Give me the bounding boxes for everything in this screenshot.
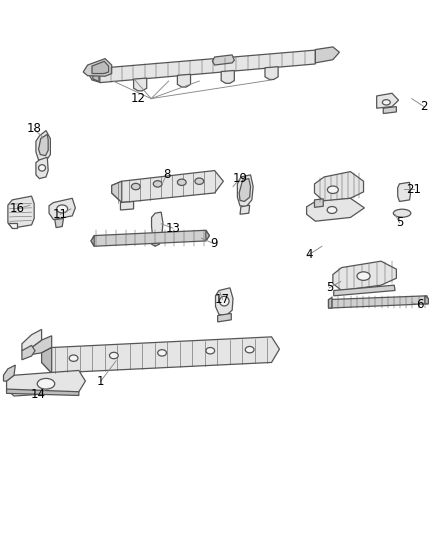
Polygon shape [8, 223, 17, 228]
Polygon shape [7, 389, 79, 395]
Polygon shape [91, 236, 94, 246]
Polygon shape [215, 288, 233, 316]
Polygon shape [83, 59, 112, 76]
Ellipse shape [158, 350, 166, 356]
Polygon shape [22, 329, 42, 351]
Polygon shape [333, 261, 396, 290]
Ellipse shape [357, 272, 370, 280]
Polygon shape [39, 134, 48, 156]
Ellipse shape [219, 296, 229, 306]
Ellipse shape [39, 165, 46, 171]
Ellipse shape [206, 348, 215, 354]
Polygon shape [7, 370, 85, 396]
Ellipse shape [57, 205, 67, 213]
Polygon shape [134, 78, 147, 91]
Polygon shape [383, 107, 396, 114]
Ellipse shape [110, 352, 118, 359]
Polygon shape [32, 336, 52, 354]
Polygon shape [88, 67, 101, 83]
Polygon shape [55, 219, 64, 228]
Ellipse shape [153, 181, 162, 187]
Text: 9: 9 [210, 237, 218, 250]
Polygon shape [93, 69, 99, 82]
Polygon shape [239, 179, 251, 201]
Text: 19: 19 [233, 172, 247, 185]
Text: 21: 21 [406, 183, 421, 196]
Text: 1: 1 [97, 375, 105, 387]
Text: 2: 2 [420, 100, 428, 113]
Text: 13: 13 [166, 222, 180, 235]
Polygon shape [237, 175, 253, 207]
Polygon shape [240, 205, 250, 214]
Polygon shape [100, 50, 315, 83]
Polygon shape [206, 230, 209, 241]
Ellipse shape [393, 209, 411, 217]
Polygon shape [328, 296, 428, 308]
Polygon shape [314, 172, 364, 201]
Polygon shape [36, 131, 50, 161]
Text: 11: 11 [53, 208, 68, 221]
Polygon shape [221, 70, 234, 83]
Polygon shape [398, 182, 410, 201]
Polygon shape [49, 198, 75, 220]
Polygon shape [42, 348, 52, 373]
Ellipse shape [382, 100, 390, 105]
Polygon shape [42, 337, 279, 373]
Polygon shape [307, 198, 364, 221]
Polygon shape [91, 230, 209, 246]
Ellipse shape [327, 207, 337, 213]
Polygon shape [92, 61, 109, 74]
Polygon shape [377, 93, 399, 108]
Text: 17: 17 [215, 293, 230, 306]
Polygon shape [218, 313, 231, 322]
Ellipse shape [37, 378, 55, 389]
Ellipse shape [131, 183, 140, 190]
Text: 12: 12 [131, 92, 146, 105]
Polygon shape [8, 196, 34, 228]
Polygon shape [152, 212, 163, 237]
Polygon shape [177, 74, 191, 87]
Polygon shape [334, 285, 395, 296]
Polygon shape [314, 199, 323, 207]
Ellipse shape [69, 355, 78, 361]
Ellipse shape [195, 178, 204, 184]
Polygon shape [36, 157, 48, 179]
Ellipse shape [177, 179, 186, 185]
Text: 5: 5 [396, 216, 403, 229]
Polygon shape [212, 55, 234, 65]
Polygon shape [425, 296, 428, 304]
Text: 6: 6 [416, 298, 424, 311]
Polygon shape [152, 236, 160, 246]
Text: 5: 5 [326, 281, 333, 294]
Ellipse shape [327, 186, 338, 193]
Text: 8: 8 [163, 168, 170, 181]
Text: 14: 14 [31, 388, 46, 401]
Polygon shape [112, 181, 122, 203]
Polygon shape [22, 345, 35, 360]
Text: 18: 18 [27, 123, 42, 135]
Polygon shape [315, 47, 339, 63]
Polygon shape [328, 297, 332, 308]
Ellipse shape [245, 346, 254, 353]
Polygon shape [112, 171, 223, 203]
Polygon shape [4, 365, 15, 381]
Text: 16: 16 [10, 203, 25, 215]
Polygon shape [120, 201, 134, 210]
Polygon shape [265, 67, 278, 79]
Text: 4: 4 [305, 248, 313, 261]
